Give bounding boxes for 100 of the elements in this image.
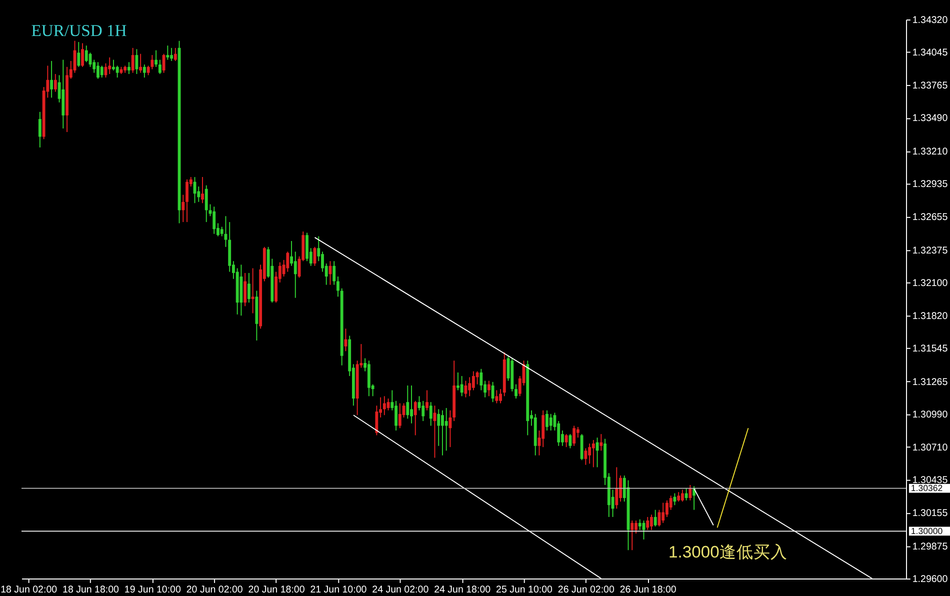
candlestick <box>673 492 676 506</box>
ref-line-label: 1.30000 <box>910 526 943 536</box>
y-tick-label: 1.32655 <box>912 212 948 224</box>
x-tick-label: 25 Jun 10:00 <box>496 584 554 596</box>
candlestick <box>476 370 479 385</box>
candlestick <box>549 413 552 431</box>
candlestick <box>646 516 650 530</box>
candlestick <box>96 62 100 80</box>
candlestick <box>619 475 622 502</box>
candlestick <box>677 492 680 502</box>
candlestick <box>382 396 386 416</box>
candlestick <box>654 509 657 527</box>
candlestick <box>410 385 413 424</box>
candlestick <box>386 398 390 411</box>
y-tick-label: 1.31820 <box>912 311 948 322</box>
candlestick <box>332 260 336 286</box>
candlestick <box>542 410 545 448</box>
y-tick-label: 1.33490 <box>912 113 948 124</box>
candlestick <box>247 272 250 304</box>
x-tick-label: 18 Jun 18:00 <box>62 584 120 596</box>
candlestick <box>162 53 166 74</box>
candlestick <box>135 48 138 74</box>
candlestick <box>344 328 348 352</box>
candlestick <box>414 400 417 436</box>
candlestick <box>422 400 425 422</box>
candlestick <box>429 402 432 426</box>
candlestick <box>684 488 688 501</box>
candlestick <box>204 184 208 223</box>
candlestick <box>139 53 142 74</box>
candlestick <box>650 514 653 530</box>
candlestick <box>336 276 340 298</box>
candlestick <box>480 368 483 391</box>
candlestick <box>669 495 672 510</box>
candlestick <box>174 47 177 62</box>
candlestick <box>398 402 402 429</box>
candlestick <box>638 518 642 530</box>
candlestick <box>108 56 112 74</box>
x-tick-label: 26 Jun 02:00 <box>558 584 615 596</box>
candlestick <box>441 410 444 456</box>
y-tick-label: 1.33210 <box>912 146 948 158</box>
y-tick-label: 1.30990 <box>912 409 948 420</box>
x-tick-label: 24 Jun 18:00 <box>434 584 492 596</box>
candlestick <box>154 50 158 68</box>
candlestick <box>680 489 684 502</box>
candlestick <box>592 439 595 468</box>
candlestick <box>116 65 119 78</box>
candlestick <box>499 388 502 404</box>
candlestick <box>286 251 290 272</box>
candlestick <box>100 65 104 78</box>
candlestick <box>182 194 185 223</box>
candlestick <box>406 385 410 420</box>
candlestick <box>564 434 568 448</box>
y-tick-label: 1.34320 <box>912 14 948 26</box>
y-tick-label: 1.29875 <box>912 541 948 552</box>
candlestick <box>201 176 204 204</box>
candlestick <box>394 400 398 431</box>
candlestick <box>212 206 216 234</box>
y-tick-label: 1.30155 <box>912 508 948 520</box>
candlestick <box>600 434 603 452</box>
candlestick <box>367 360 370 397</box>
candlestick <box>514 384 518 400</box>
candlestick <box>170 47 173 62</box>
candlestick <box>38 111 42 148</box>
candlestick <box>584 448 588 466</box>
candlestick <box>572 425 576 446</box>
candlestick <box>426 390 428 411</box>
candlestick <box>306 232 308 262</box>
y-tick-label: 1.32100 <box>912 278 948 289</box>
candlestick <box>158 59 162 74</box>
x-tick-label: 24 Jun 02:00 <box>372 584 430 596</box>
candlestick <box>588 443 592 464</box>
candlestick <box>634 520 638 534</box>
candlestick <box>495 390 498 404</box>
candlestick <box>50 60 54 98</box>
candlestick <box>437 408 440 446</box>
candlestick <box>596 437 599 468</box>
candlestick <box>444 408 448 452</box>
candlestick <box>142 64 146 78</box>
candlestick <box>448 410 452 448</box>
candlestick <box>127 62 130 74</box>
candlestick <box>468 376 472 397</box>
y-tick-label: 1.30710 <box>912 442 948 454</box>
x-tick-label: 19 Jun 10:00 <box>124 584 182 596</box>
candlestick <box>375 405 378 436</box>
candlestick <box>630 520 634 551</box>
chart-title: EUR/USD 1H <box>31 21 127 40</box>
x-tick-label: 26 Jun 18:00 <box>620 584 677 596</box>
candlestick <box>666 500 668 518</box>
candlestick <box>81 42 84 68</box>
candlestick <box>491 381 494 403</box>
y-tick-label: 1.31265 <box>912 376 948 388</box>
candlestick <box>460 376 464 397</box>
candlestick <box>688 484 692 501</box>
x-tick-label: 18 Jun 02:00 <box>0 584 58 596</box>
candlestick <box>464 380 468 398</box>
candlestick <box>546 410 548 431</box>
candlestick <box>84 45 88 63</box>
y-tick-label: 1.31545 <box>912 344 948 355</box>
candlestick <box>294 251 297 298</box>
candlestick <box>662 502 665 524</box>
